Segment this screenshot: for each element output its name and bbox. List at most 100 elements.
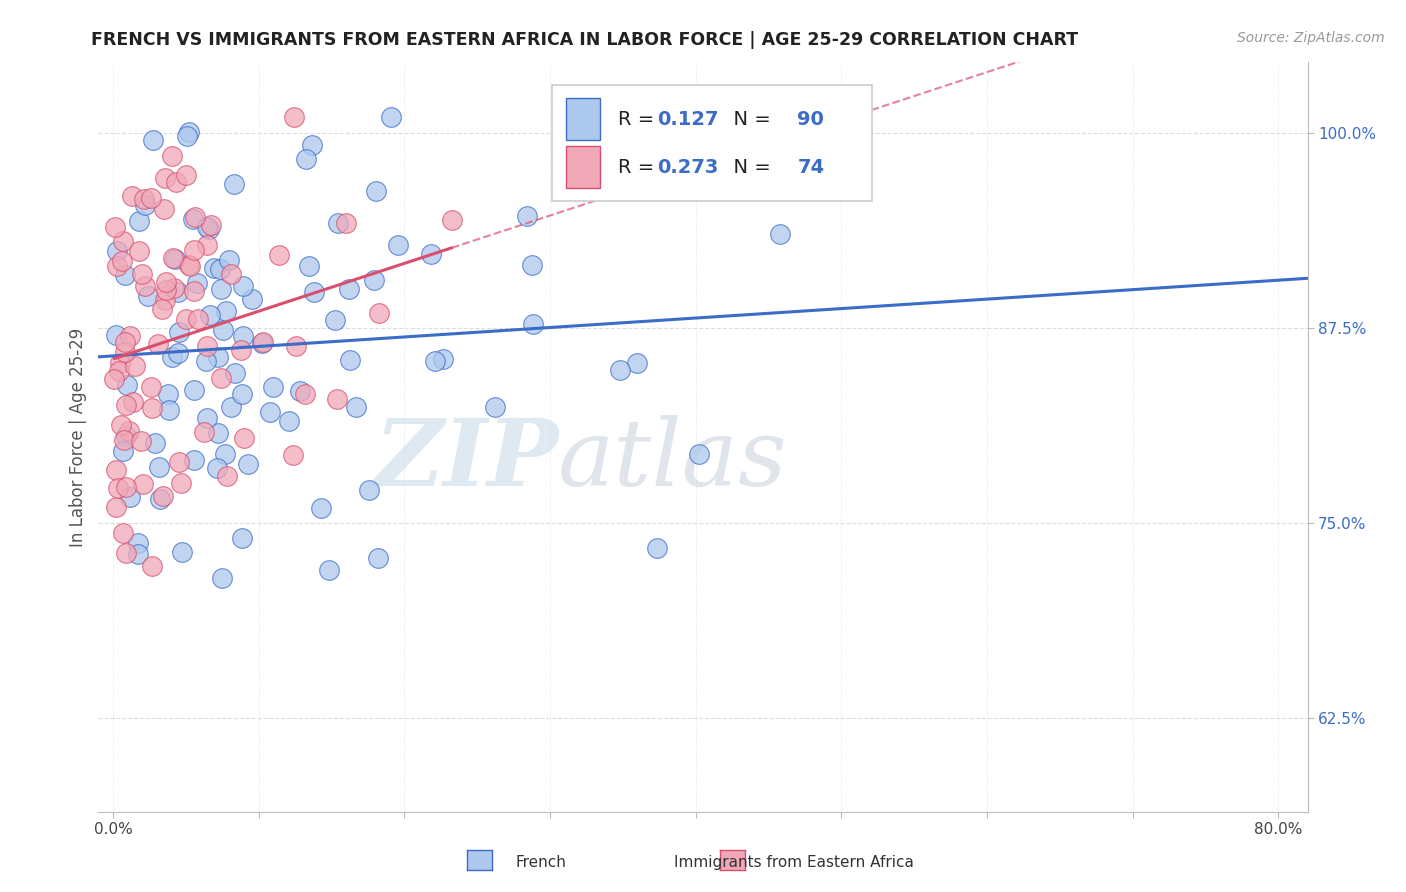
Point: [283, 110, 305, 124]
Point: [337, 282, 360, 296]
Point: [114, 268, 136, 282]
Point: [183, 243, 205, 257]
Point: [285, 339, 308, 353]
Point: [159, 403, 181, 417]
Point: [211, 571, 233, 585]
Point: [224, 177, 246, 191]
Point: [193, 425, 215, 439]
Point: [262, 380, 284, 394]
Point: [363, 273, 385, 287]
Text: 0.127: 0.127: [657, 110, 718, 128]
Point: [122, 395, 145, 409]
Point: [202, 260, 225, 275]
Point: [167, 455, 190, 469]
Point: [183, 284, 205, 298]
Text: 90: 90: [797, 110, 824, 128]
Point: [186, 276, 208, 290]
Point: [110, 418, 132, 433]
Point: [153, 171, 176, 186]
Point: [219, 400, 242, 414]
Point: [367, 550, 389, 565]
Point: [326, 392, 349, 406]
Point: [179, 258, 201, 272]
Point: [769, 227, 792, 241]
Point: [195, 354, 218, 368]
Point: [209, 370, 232, 384]
Point: [165, 252, 187, 266]
Point: [231, 386, 253, 401]
Point: [104, 328, 127, 343]
Point: [134, 198, 156, 212]
Point: [115, 480, 138, 494]
Point: [269, 248, 291, 262]
Point: [155, 283, 177, 297]
Point: [250, 335, 273, 350]
Point: [128, 244, 150, 258]
Point: [155, 275, 177, 289]
Point: [212, 323, 235, 337]
Text: French: French: [516, 855, 567, 870]
Point: [215, 304, 238, 318]
Point: [432, 352, 454, 367]
Point: [195, 339, 218, 353]
Point: [181, 212, 204, 227]
Point: [114, 345, 136, 359]
Point: [252, 334, 274, 349]
Point: [688, 446, 710, 460]
Point: [127, 548, 149, 562]
Point: [174, 311, 197, 326]
Text: ZIP: ZIP: [374, 415, 558, 505]
Point: [148, 337, 170, 351]
Point: [166, 285, 188, 299]
Point: [294, 387, 316, 401]
Point: [105, 244, 128, 259]
Point: [152, 489, 174, 503]
Point: [163, 281, 186, 295]
Text: Immigrants from Eastern Africa: Immigrants from Eastern Africa: [675, 855, 914, 870]
Point: [184, 211, 207, 225]
Point: [309, 501, 332, 516]
Point: [231, 343, 253, 357]
Point: [105, 500, 128, 514]
Text: N =: N =: [721, 110, 778, 128]
Point: [105, 260, 128, 274]
Point: [177, 125, 200, 139]
Point: [323, 313, 346, 327]
Point: [366, 184, 388, 198]
Point: [516, 209, 538, 223]
Point: [318, 563, 340, 577]
Point: [174, 168, 197, 182]
Point: [115, 546, 138, 560]
Point: [209, 262, 232, 277]
Point: [298, 259, 321, 273]
Point: [115, 428, 138, 442]
Point: [115, 398, 138, 412]
Point: [238, 457, 260, 471]
Point: [218, 253, 240, 268]
Point: [609, 363, 631, 377]
Point: [170, 545, 193, 559]
Point: [149, 492, 172, 507]
Point: [179, 260, 201, 274]
Point: [112, 433, 135, 447]
Text: Source: ZipAtlas.com: Source: ZipAtlas.com: [1237, 31, 1385, 45]
Point: [380, 110, 402, 124]
Point: [198, 308, 221, 322]
Point: [107, 481, 129, 495]
Point: [224, 366, 246, 380]
Point: [645, 541, 668, 556]
Point: [141, 401, 163, 416]
Point: [205, 461, 228, 475]
Point: [232, 329, 254, 343]
Text: FRENCH VS IMMIGRANTS FROM EASTERN AFRICA IN LABOR FORCE | AGE 25-29 CORRELATION : FRENCH VS IMMIGRANTS FROM EASTERN AFRICA…: [91, 31, 1078, 49]
FancyBboxPatch shape: [567, 98, 600, 140]
Point: [339, 353, 361, 368]
Point: [162, 350, 184, 364]
Point: [209, 283, 232, 297]
Point: [259, 405, 281, 419]
Point: [335, 216, 357, 230]
Point: [108, 356, 131, 370]
Text: 0.273: 0.273: [657, 158, 718, 177]
Point: [301, 138, 323, 153]
Point: [111, 525, 134, 540]
